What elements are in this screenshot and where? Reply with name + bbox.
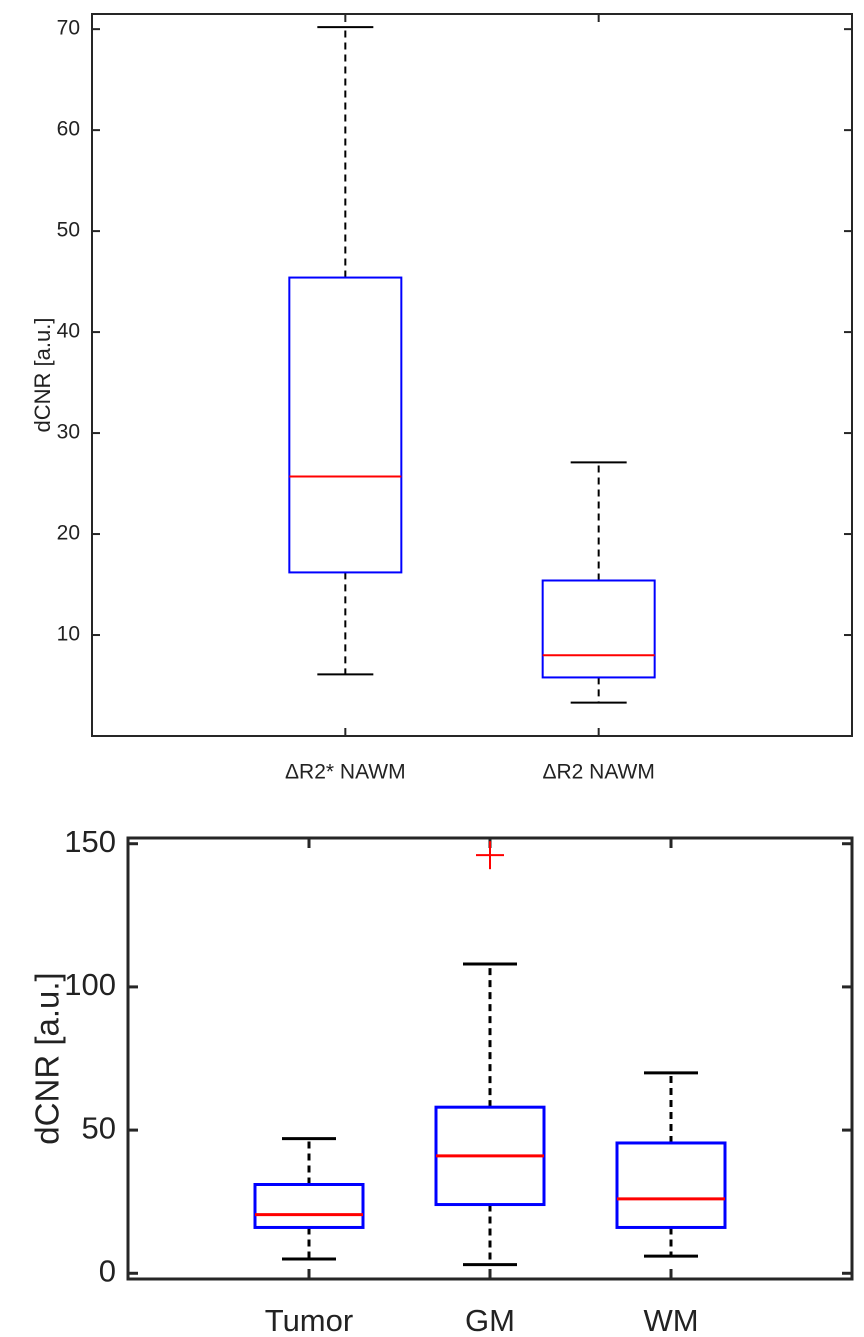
chart-panel-1: 10 20 30 40 50 60 70 ΔR2* NAWM ΔR2 NAWM dCNR [a.u… <box>30 13 853 784</box>
y-tick-label: 60 <box>57 118 80 141</box>
plot-frame <box>91 13 853 737</box>
y-tick-label: 100 <box>64 967 116 1002</box>
y-tick-label: 0 <box>99 1253 116 1288</box>
chart-panel-2: 0 50 100 150 Tumor GM WM dCNR [a.u.] <box>29 824 854 1337</box>
interquartile-box <box>253 1183 365 1229</box>
box-1 <box>253 1137 365 1261</box>
y-tick-label: 40 <box>57 320 80 343</box>
y-tick-label: 50 <box>82 1110 116 1145</box>
y-tick-label: 10 <box>57 623 80 646</box>
y-tick-label: 70 <box>57 17 80 40</box>
box-1 <box>288 26 403 676</box>
x-tick-label: GM <box>465 1303 515 1337</box>
interquartile-box <box>615 1141 727 1229</box>
y-axis-label: dCNR [a.u.] <box>29 972 66 1144</box>
y-tick-label: 150 <box>64 824 116 859</box>
y-tick-label: 50 <box>57 219 80 242</box>
x-tick-label: Tumor <box>265 1303 353 1337</box>
box-3 <box>615 1071 727 1258</box>
x-tick-label: ΔR2 NAWM <box>542 761 654 784</box>
interquartile-box <box>288 276 403 574</box>
interquartile-box <box>541 579 656 679</box>
x-tick-label: WM <box>643 1303 698 1337</box>
y-tick-label: 20 <box>57 522 80 545</box>
x-tick-label: ΔR2* NAWM <box>285 761 406 784</box>
y-axis-label: dCNR [a.u.] <box>30 318 55 433</box>
outlier-marker <box>476 841 504 870</box>
box-2 <box>434 841 546 1267</box>
box-2 <box>541 461 656 704</box>
y-tick-label: 30 <box>57 421 80 444</box>
